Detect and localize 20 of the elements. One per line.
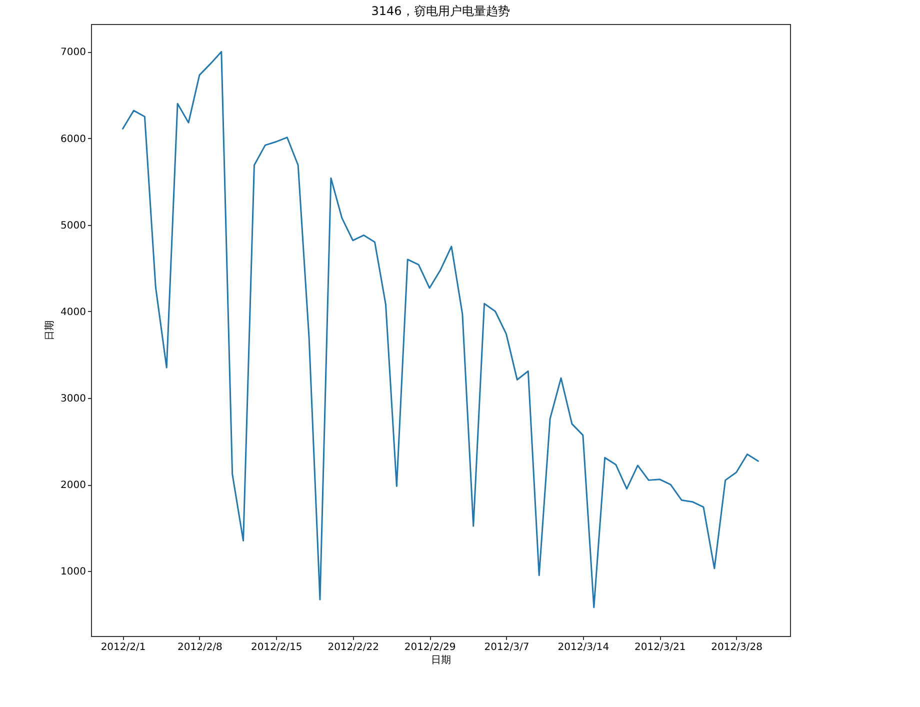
x-tick-label: 2012/2/8 bbox=[178, 642, 222, 653]
y-axis-title: 日期 bbox=[44, 320, 56, 340]
y-tick-label: 4000 bbox=[60, 306, 86, 318]
y-tick-label: 7000 bbox=[60, 47, 86, 58]
chart-title: 3146，窃电用户电量趋势 bbox=[371, 4, 510, 18]
x-tick-label: 2012/2/22 bbox=[328, 642, 379, 653]
x-tick-label: 2012/3/7 bbox=[484, 642, 530, 653]
y-tick-label: 6000 bbox=[60, 134, 86, 145]
x-axis-title: 日期 bbox=[431, 654, 451, 666]
y-tick-label: 5000 bbox=[60, 220, 86, 232]
y-tick-label: 3000 bbox=[60, 393, 86, 404]
y-tick-label: 2000 bbox=[60, 480, 86, 492]
x-tick-label: 2012/2/15 bbox=[251, 642, 302, 653]
line-series bbox=[122, 50, 759, 608]
x-tick-label: 2012/3/28 bbox=[711, 642, 762, 653]
x-tick-label: 2012/2/1 bbox=[100, 642, 146, 653]
y-tick-label: 1000 bbox=[60, 566, 86, 578]
x-tick-label: 2012/3/21 bbox=[634, 642, 686, 653]
x-tick-label: 2012/3/14 bbox=[558, 642, 610, 653]
x-tick-label: 2012/2/29 bbox=[404, 642, 456, 653]
